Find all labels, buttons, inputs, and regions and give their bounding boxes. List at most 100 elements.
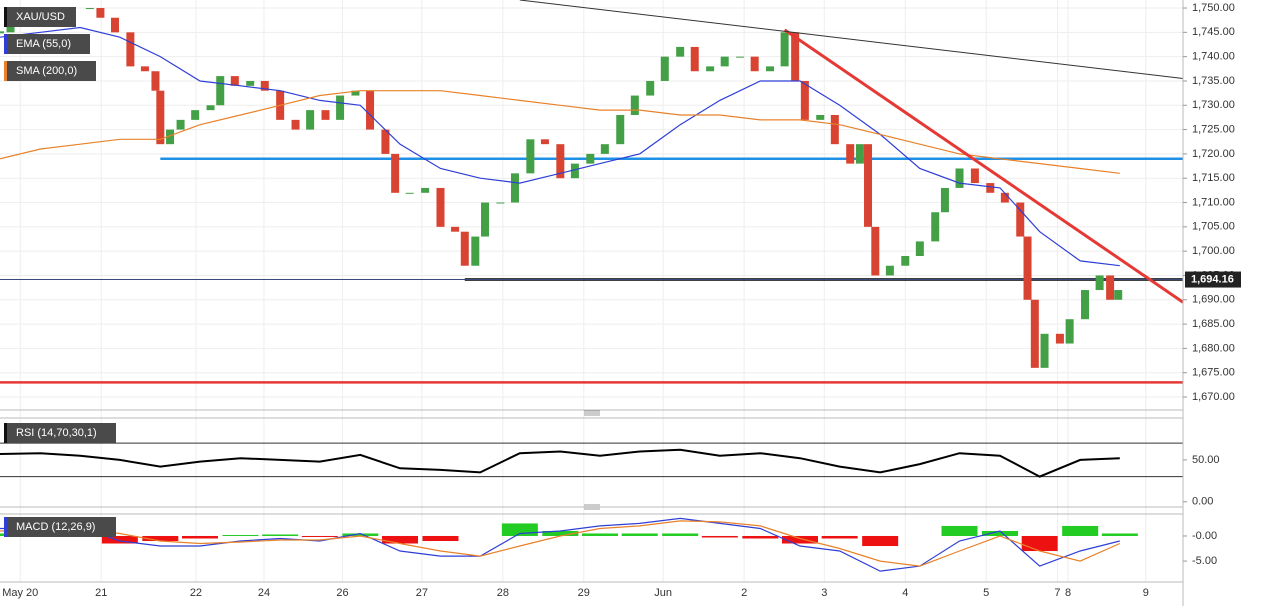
- candle-body: [526, 139, 535, 174]
- candle-body: [436, 187, 445, 227]
- macd-histogram-bar: [782, 535, 819, 544]
- candle-body: [140, 66, 149, 72]
- candle-body: [166, 129, 175, 145]
- macd-histogram-bar: [382, 535, 419, 544]
- macd-histogram-bar: [742, 535, 779, 539]
- candle-body: [706, 66, 715, 72]
- candle-body: [510, 173, 519, 203]
- candle-body: [151, 71, 160, 91]
- y-tick-label: 1,670.00: [1192, 391, 1235, 403]
- y-tick-label: 1,685.00: [1192, 318, 1235, 330]
- macd-histogram-bar: [662, 533, 699, 536]
- candle-body: [1065, 319, 1074, 344]
- candle-body: [1023, 236, 1032, 300]
- candle-body: [156, 90, 165, 145]
- candle-body: [191, 110, 200, 120]
- candle-body: [381, 129, 390, 154]
- legend-swatch: [4, 7, 7, 27]
- macd-histogram-bar: [342, 533, 379, 536]
- candle-body: [885, 265, 894, 276]
- x-tick-label: 21: [95, 587, 107, 599]
- macd-histogram-bar: [582, 533, 619, 536]
- y-tick-label: 1,715.00: [1192, 172, 1235, 184]
- y-tick-label: 1,700.00: [1192, 245, 1235, 257]
- current-price-tag: [1185, 271, 1241, 288]
- macd-line: [0, 517, 1120, 572]
- plot-bg: [0, 0, 1183, 606]
- candle-body: [791, 32, 800, 81]
- candle-body: [736, 56, 745, 58]
- legend-box: [4, 423, 116, 443]
- macd-histogram-bar: [941, 525, 978, 536]
- candle-body: [405, 192, 414, 194]
- macd-histogram-bar: [862, 535, 899, 547]
- candle-body: [366, 90, 375, 130]
- y-tick-label: 1,710.00: [1192, 196, 1235, 208]
- macd-histogram-bar: [422, 535, 459, 541]
- y-tick-label: 1,740.00: [1192, 51, 1235, 63]
- candle-body: [230, 76, 239, 86]
- candle-body: [176, 119, 185, 130]
- macd-histogram-bar: [982, 530, 1019, 536]
- legend-box: [4, 7, 76, 27]
- candle-body: [570, 163, 579, 179]
- x-tick-label: 3: [821, 587, 827, 599]
- x-tick-label: 27: [416, 587, 428, 599]
- macd-histogram-bar: [262, 534, 299, 536]
- candle-body: [556, 144, 565, 179]
- y-tick-label: 1,675.00: [1192, 367, 1235, 379]
- y-tick-label: -5.00: [1192, 555, 1217, 567]
- candle-body: [246, 80, 255, 86]
- candle-body: [1030, 299, 1039, 368]
- candle-body: [306, 110, 315, 130]
- candle-body: [1081, 290, 1090, 320]
- candle-body: [846, 144, 855, 164]
- current-price-label: 1,694.16: [1191, 273, 1234, 285]
- candle-body: [1000, 192, 1009, 203]
- candle-body: [901, 256, 910, 266]
- x-tick-label: 22: [190, 587, 202, 599]
- x-tick-label: 5: [983, 587, 989, 599]
- y-tick-label: 1,705.00: [1192, 221, 1235, 233]
- candle-body: [1106, 275, 1115, 300]
- panel-label: RSI (14,70,30,1): [16, 427, 97, 439]
- candle-body: [864, 144, 873, 227]
- candle-body: [720, 56, 729, 67]
- x-tick-label: 8: [1065, 587, 1071, 599]
- legend-swatch: [4, 34, 7, 54]
- candle-body: [750, 56, 759, 72]
- candle-body: [336, 95, 345, 120]
- candle-body: [1114, 290, 1123, 300]
- candle-body: [940, 187, 949, 213]
- x-tick-label: 2: [741, 587, 747, 599]
- symbol-label: XAU/USD: [16, 11, 65, 23]
- trendline: [519, 0, 1184, 80]
- candle-body: [96, 8, 105, 18]
- macd-histogram-bar: [1101, 533, 1138, 536]
- macd-histogram-bar: [182, 535, 219, 539]
- macd-histogram-bar: [1021, 535, 1058, 552]
- x-tick-label: May 20: [2, 587, 38, 599]
- legend-entry: SMA (200,0): [16, 65, 77, 77]
- candle-body: [481, 202, 490, 237]
- x-tick-label: 7: [1054, 587, 1060, 599]
- x-tick-label: 9: [1143, 587, 1149, 599]
- trendline: [783, 28, 1184, 304]
- x-tick-label: 24: [258, 587, 270, 599]
- x-tick-label: 26: [336, 587, 348, 599]
- y-tick-label: 0.00: [1192, 496, 1213, 508]
- candle-body: [766, 66, 775, 72]
- candle-body: [816, 114, 825, 120]
- panel-handle[interactable]: [584, 410, 600, 510]
- legend-box: [4, 34, 90, 54]
- candle-body: [1016, 202, 1025, 237]
- candle-body: [915, 241, 924, 257]
- candle-body: [110, 17, 119, 33]
- candle-body: [855, 144, 864, 164]
- candle-body: [496, 202, 505, 204]
- candle-body: [660, 56, 669, 81]
- macd-histogram-bar: [621, 533, 658, 536]
- candle-body: [391, 153, 400, 193]
- candle-body: [931, 212, 940, 242]
- macd-histogram-bar: [1062, 525, 1099, 536]
